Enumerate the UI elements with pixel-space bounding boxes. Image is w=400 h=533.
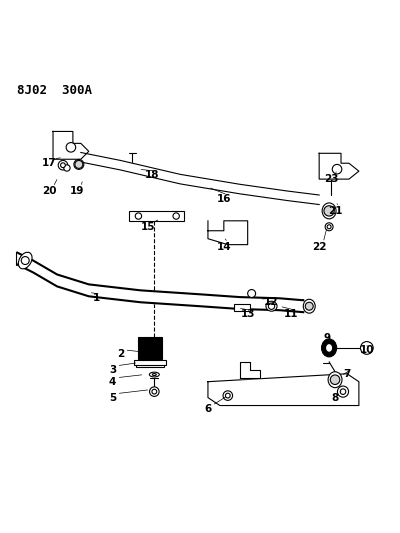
Circle shape: [338, 386, 348, 397]
Text: 23: 23: [324, 174, 338, 184]
Ellipse shape: [328, 372, 342, 387]
Circle shape: [58, 160, 68, 170]
Ellipse shape: [322, 339, 337, 357]
Text: 16: 16: [216, 194, 231, 204]
Bar: [234, 304, 250, 311]
Text: 7: 7: [343, 369, 351, 379]
Text: 18: 18: [145, 170, 160, 180]
Text: 11: 11: [284, 309, 299, 319]
Circle shape: [150, 387, 159, 397]
Text: 14: 14: [216, 241, 231, 252]
Circle shape: [173, 213, 179, 219]
Bar: [138, 337, 162, 359]
Text: 3: 3: [109, 365, 116, 375]
Polygon shape: [53, 132, 89, 159]
Bar: [134, 360, 166, 365]
Ellipse shape: [74, 159, 84, 169]
Circle shape: [324, 206, 334, 216]
Circle shape: [325, 223, 333, 231]
Text: 5: 5: [109, 393, 116, 402]
Ellipse shape: [18, 252, 32, 269]
Polygon shape: [208, 374, 359, 406]
Circle shape: [340, 389, 346, 394]
Circle shape: [327, 225, 331, 229]
Circle shape: [21, 256, 29, 264]
Circle shape: [64, 165, 70, 171]
Text: 6: 6: [204, 405, 212, 415]
Text: 8: 8: [332, 393, 339, 402]
Text: 21: 21: [328, 206, 342, 216]
Circle shape: [330, 375, 340, 384]
Text: 12: 12: [264, 297, 279, 307]
Ellipse shape: [152, 374, 156, 376]
Circle shape: [360, 342, 373, 354]
Ellipse shape: [149, 372, 159, 377]
Ellipse shape: [322, 203, 336, 219]
Text: 15: 15: [141, 222, 156, 232]
Ellipse shape: [303, 299, 315, 313]
Text: 8J02  300A: 8J02 300A: [17, 84, 92, 97]
Circle shape: [305, 302, 313, 310]
Circle shape: [332, 164, 342, 174]
Circle shape: [268, 303, 275, 309]
Text: 1: 1: [93, 293, 100, 303]
Text: 22: 22: [312, 241, 326, 252]
Circle shape: [226, 393, 230, 398]
Bar: [136, 362, 164, 367]
Circle shape: [75, 160, 83, 168]
Text: 10: 10: [360, 345, 374, 355]
Text: 9: 9: [324, 333, 331, 343]
Circle shape: [248, 289, 256, 297]
Text: 19: 19: [70, 186, 84, 196]
Text: 2: 2: [117, 349, 124, 359]
Circle shape: [66, 142, 76, 152]
Polygon shape: [319, 154, 359, 179]
Polygon shape: [208, 221, 248, 245]
Circle shape: [135, 213, 142, 219]
Text: 13: 13: [240, 309, 255, 319]
Text: 17: 17: [42, 158, 56, 168]
Ellipse shape: [326, 344, 333, 352]
Circle shape: [152, 389, 157, 394]
Bar: [128, 211, 184, 221]
Text: 20: 20: [42, 186, 56, 196]
Polygon shape: [240, 362, 260, 378]
Circle shape: [60, 163, 65, 167]
Circle shape: [223, 391, 232, 400]
Ellipse shape: [266, 301, 277, 311]
Text: 4: 4: [109, 377, 116, 387]
